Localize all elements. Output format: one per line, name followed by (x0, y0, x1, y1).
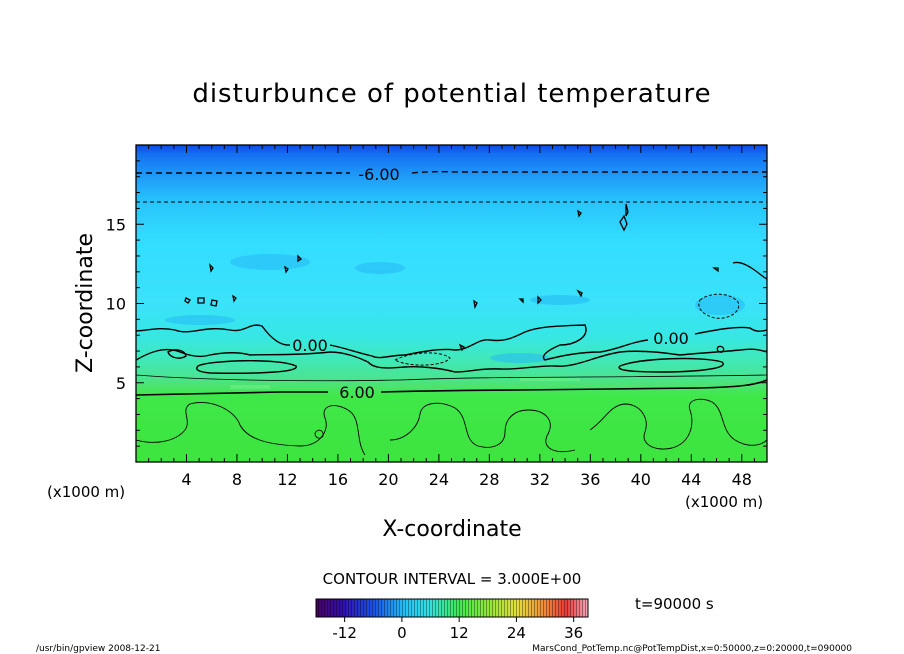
colorbar-tick-label: 0 (397, 624, 407, 642)
y-axis-ticks: 5 10 15 (106, 160, 767, 447)
small-contours (184, 203, 767, 353)
x-tick-label: 44 (681, 470, 701, 489)
contour-label-zero-left: 0.00 (292, 336, 328, 355)
x-tick-label: 20 (378, 470, 398, 489)
colorbar-tick-label: 36 (564, 624, 583, 642)
x-tick-label: 24 (429, 470, 449, 489)
colorbar-ticks: -12 0 12 24 36 (332, 617, 583, 642)
y-tick-label: 15 (106, 215, 126, 234)
colorbar-tick-label: 24 (507, 624, 526, 642)
field-fill (136, 145, 767, 462)
chart-title: disturbunce of potential temperature (192, 79, 711, 109)
time-label: t=90000 s (635, 595, 714, 613)
x-tick-label: 36 (580, 470, 600, 489)
field-blobs (165, 254, 745, 363)
contour-interval: CONTOUR INTERVAL = 3.000E+00 (323, 570, 582, 588)
contour-labels: -6.00 0.00 0.00 6.00 (292, 165, 689, 402)
x-tick-label: 32 (530, 470, 550, 489)
y-tick-label: 10 (106, 295, 126, 314)
footer-right: MarsCond_PotTemp.nc@PotTempDist,x=0:5000… (532, 644, 852, 654)
warm-streaks (230, 378, 580, 389)
x-axis-ticks: 4 8 12 16 20 24 28 32 36 40 44 48 (148, 145, 755, 489)
contour-zero-main (136, 324, 767, 361)
x-axis-label: X-coordinate (382, 517, 521, 542)
contour-neg6 (136, 170, 767, 174)
contour-nine-swirls (136, 398, 767, 456)
colorbar: -12 0 12 24 36 (315, 598, 589, 642)
x-axis-unit-left: (x1000 m) (47, 483, 125, 501)
contour-nine-small (314, 429, 324, 439)
plot-area (136, 145, 767, 462)
x-tick-label: 8 (232, 470, 242, 489)
contour-zero-lower (136, 348, 767, 373)
x-tick-label: 40 (631, 470, 651, 489)
contour-six (136, 379, 767, 396)
contour-thin-upper (136, 374, 767, 382)
contour-label-neg6: -6.00 (358, 165, 399, 184)
contour-label-zero-right: 0.00 (653, 329, 689, 348)
colorbar-stripes (316, 599, 588, 617)
x-tick-label: 4 (181, 470, 191, 489)
x-tick-label: 48 (732, 470, 752, 489)
footer-left: /usr/bin/gpview 2008-12-21 (36, 644, 160, 654)
colorbar-frame (315, 598, 589, 618)
x-tick-label: 16 (328, 470, 348, 489)
colorbar-tick-label: -12 (332, 624, 357, 642)
y-tick-label: 5 (116, 374, 126, 393)
x-tick-label: 12 (277, 470, 297, 489)
contour-neg-blobs (393, 293, 740, 366)
y-axis-label: Z-coordinate (73, 233, 98, 373)
contour-label-six: 6.00 (339, 383, 375, 402)
contour-zero-loops (167, 349, 724, 374)
x-tick-label: 28 (479, 470, 499, 489)
x-axis-unit-right: (x1000 m) (685, 493, 763, 511)
colorbar-tick-label: 12 (450, 624, 469, 642)
